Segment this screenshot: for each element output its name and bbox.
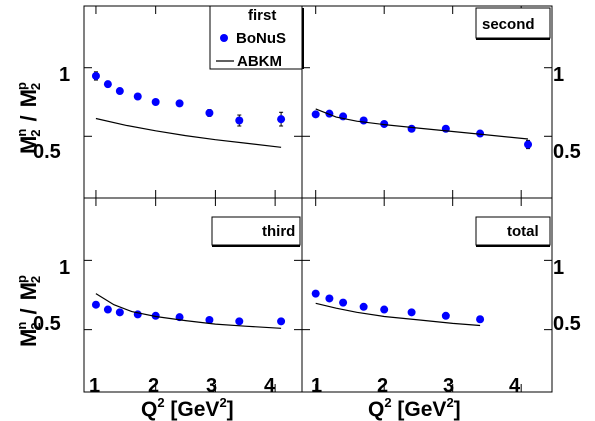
x-tick-label-left-2: 2 — [148, 375, 159, 397]
abkm-curve-second — [315, 108, 529, 140]
y-tick-label-right-bottom-05: 0.5 — [553, 313, 581, 335]
x-tick-label-left-3: 3 — [206, 375, 217, 397]
bonus-point-total — [339, 298, 348, 307]
x-tick-label-left-1: 1 — [89, 375, 100, 397]
y-tick-label-top-05: 0.5 — [33, 141, 61, 163]
svg-text:Mn2/Mp2: Mn2/Mp2 — [14, 82, 43, 154]
bonus-point-total — [311, 289, 320, 298]
bonus-point-second — [359, 116, 368, 125]
bonus-point-total — [476, 315, 485, 324]
bonus-point-first — [205, 108, 214, 117]
legend-label-bonus: BoNuS — [236, 30, 286, 47]
bonus-point-third — [205, 315, 214, 324]
plot-third — [84, 198, 302, 392]
x-tick-label-right-3: 3 — [443, 375, 454, 397]
y-tick-label-bottom-05: 0.5 — [33, 313, 61, 335]
x-tick-label-right-4: 4 — [509, 375, 521, 397]
plot-total — [302, 198, 552, 392]
y-tick-label-top-1: 1 — [59, 64, 70, 86]
bonus-point-second — [380, 119, 389, 128]
bonus-point-first — [103, 80, 112, 89]
y-tick-label-right-top-05: 0.5 — [553, 141, 581, 163]
panel-title-box-total: total — [475, 216, 551, 247]
bonus-point-third — [115, 308, 124, 317]
panel-frame-total — [301, 197, 553, 393]
panel-title-box-second: second — [475, 7, 551, 40]
panel-title-second: second — [482, 16, 535, 33]
panel-title-box-third: third — [211, 216, 301, 247]
bonus-point-second — [476, 129, 485, 138]
y-tick-label-right-top-1: 1 — [553, 64, 564, 86]
bonus-point-total — [325, 294, 334, 303]
bonus-point-second — [407, 124, 416, 133]
y-tick-label-bottom-1: 1 — [59, 257, 70, 279]
bonus-point-third — [133, 310, 142, 319]
x-tick-label-right-1: 1 — [311, 375, 322, 397]
bonus-point-total — [380, 305, 389, 314]
bonus-point-total — [359, 302, 368, 311]
y-axis-label-bottom: Mn2/Mp2 — [14, 275, 43, 347]
bonus-point-first — [115, 87, 124, 96]
bonus-point-third — [151, 311, 160, 320]
x-tick-label-right-2: 2 — [377, 375, 388, 397]
panel-title-total: total — [507, 223, 539, 240]
x-axis-label-right: Q2 [GeV2] — [368, 395, 461, 421]
x-tick-label-left-4: 4 — [264, 375, 276, 397]
legend-label-abkm: ABKM — [237, 53, 282, 70]
bonus-point-first — [91, 71, 100, 80]
plot-second — [302, 6, 552, 198]
bonus-point-total — [441, 311, 450, 320]
bonus-point-third — [235, 317, 244, 326]
bonus-point-first — [235, 116, 244, 125]
y-tick-labels: 1 0.5 1 0.5 1 0.5 1 0.5 — [33, 64, 581, 335]
bonus-point-second — [311, 110, 320, 119]
abkm-curve-third — [95, 293, 282, 329]
bonus-point-third — [91, 300, 100, 309]
bonus-point-second — [524, 140, 533, 149]
bonus-point-first — [133, 92, 142, 101]
bonus-point-first — [277, 115, 286, 124]
y-axis-label-top: Mn2/Mp2 — [14, 82, 43, 154]
legend-title: first — [248, 7, 276, 24]
abkm-curve-first — [95, 117, 282, 148]
bonus-point-total — [407, 308, 416, 317]
abkm-curve-total — [315, 302, 481, 327]
legend: first BoNuS ABKM — [209, 5, 304, 70]
panel-title-third: third — [262, 223, 295, 240]
x-axis-label-left: Q2 [GeV2] — [141, 395, 234, 421]
svg-text:Mn2/Mp2: Mn2/Mp2 — [14, 275, 43, 347]
bonus-point-third — [103, 305, 112, 314]
x-tick-labels: 1 2 3 4 1 2 3 4 — [89, 375, 521, 397]
y-tick-label-right-bottom-1: 1 — [553, 257, 564, 279]
bonus-point-first — [175, 99, 184, 108]
bonus-point-third — [277, 317, 286, 326]
legend-marker-bonus — [220, 34, 228, 42]
bonus-point-first — [151, 98, 160, 106]
